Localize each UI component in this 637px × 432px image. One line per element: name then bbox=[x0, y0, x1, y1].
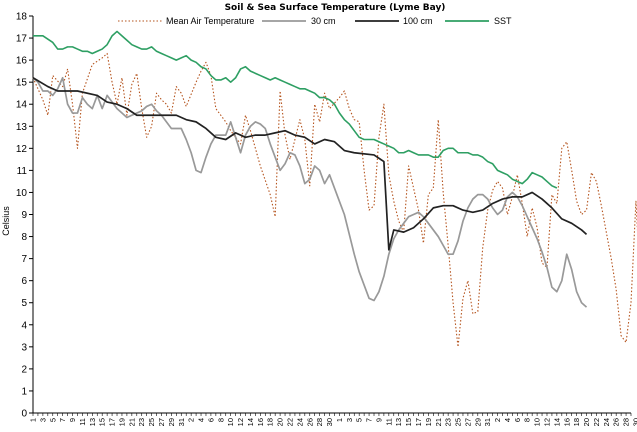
x-tick-label: 30 bbox=[631, 418, 637, 426]
x-tick-label: 14 bbox=[246, 418, 255, 426]
x-tick-label: 29 bbox=[167, 418, 176, 426]
x-tick-label: 12 bbox=[236, 418, 245, 426]
x-tick-label: 24 bbox=[295, 418, 304, 426]
y-tick-label: 9 bbox=[21, 210, 27, 221]
x-axis: 1 3 5 7 9 11 13 15 17 19 21 23 25 27 29 31 2 4 6 8 10 12 14 16 1… bbox=[29, 412, 637, 426]
x-tick-label: 19 bbox=[117, 418, 126, 426]
x-tick-label: 26 bbox=[612, 418, 621, 426]
x-tick-label: 20 bbox=[276, 418, 285, 426]
y-tick-label: 11 bbox=[17, 166, 28, 177]
y-tick-label: 4 bbox=[21, 320, 27, 331]
y-tick-label: 0 bbox=[21, 409, 27, 420]
y-tick-label: 12 bbox=[16, 144, 28, 155]
x-tick-label: 6 bbox=[206, 418, 215, 422]
x-tick-label: 7 bbox=[58, 418, 67, 422]
x-tick-label: 25 bbox=[147, 418, 156, 426]
x-tick-label: 26 bbox=[305, 418, 314, 426]
y-tick-label: 14 bbox=[16, 100, 28, 111]
x-tick-label: 11 bbox=[78, 418, 87, 426]
x-tick-label: 21 bbox=[127, 418, 136, 426]
y-tick-label: 15 bbox=[16, 78, 28, 89]
y-tick-label: 10 bbox=[16, 188, 28, 199]
legend-label: SST bbox=[494, 16, 512, 26]
series-line-0 bbox=[32, 52, 637, 348]
x-tick-label: 2 bbox=[493, 418, 502, 422]
x-tick-label: 23 bbox=[137, 418, 146, 426]
series-group bbox=[32, 30, 637, 348]
x-tick-label: 24 bbox=[602, 418, 611, 426]
x-tick-label: 15 bbox=[404, 418, 413, 426]
series-line-1 bbox=[32, 76, 588, 308]
x-tick-label: 7 bbox=[365, 418, 374, 422]
x-tick-label: 3 bbox=[38, 418, 47, 422]
x-tick-label: 20 bbox=[582, 418, 591, 426]
x-tick-label: 11 bbox=[384, 418, 393, 426]
x-tick-label: 9 bbox=[68, 418, 77, 422]
x-tick-label: 10 bbox=[226, 418, 235, 426]
x-tick-label: 23 bbox=[444, 418, 453, 426]
x-tick-label: 14 bbox=[552, 418, 561, 426]
x-tick-label: 31 bbox=[177, 418, 186, 426]
x-tick-label: 13 bbox=[394, 418, 403, 426]
x-tick-label: 1 bbox=[335, 418, 344, 422]
y-tick-label: 2 bbox=[21, 364, 27, 375]
x-tick-label: 9 bbox=[374, 418, 383, 422]
x-tick-label: 1 bbox=[29, 418, 38, 422]
x-tick-label: 16 bbox=[256, 418, 265, 426]
x-tick-label: 10 bbox=[533, 418, 542, 426]
x-tick-label: 19 bbox=[424, 418, 433, 426]
legend-label: 100 cm bbox=[403, 16, 433, 26]
y-tick-label: 7 bbox=[21, 254, 27, 265]
x-tick-label: 5 bbox=[355, 418, 364, 422]
y-tick-label: 18 bbox=[16, 12, 28, 23]
x-tick-label: 31 bbox=[483, 418, 492, 426]
x-tick-label: 6 bbox=[513, 418, 522, 422]
x-tick-label: 17 bbox=[108, 418, 117, 426]
x-tick-label: 27 bbox=[463, 418, 472, 426]
y-tick-label: 6 bbox=[21, 276, 27, 287]
x-tick-label: 3 bbox=[345, 418, 354, 422]
chart-title: Soil & Sea Surface Temperature (Lyme Bay… bbox=[225, 3, 446, 13]
x-tick-label: 29 bbox=[473, 418, 482, 426]
x-tick-label: 8 bbox=[523, 418, 532, 422]
x-tick-label: 21 bbox=[434, 418, 443, 426]
x-tick-label: 16 bbox=[562, 418, 571, 426]
y-axis-label: Celsius bbox=[1, 206, 11, 236]
x-tick-label: 15 bbox=[98, 418, 107, 426]
series-line-3 bbox=[33, 30, 558, 189]
x-tick-label: 28 bbox=[315, 418, 324, 426]
x-tick-label: 8 bbox=[216, 418, 225, 422]
x-tick-label: 22 bbox=[285, 418, 294, 426]
x-tick-label: 12 bbox=[542, 418, 551, 426]
y-tick-label: 17 bbox=[16, 34, 28, 45]
x-tick-label: 30 bbox=[325, 418, 334, 426]
x-tick-label: 18 bbox=[266, 418, 275, 426]
x-tick-label: 4 bbox=[197, 418, 206, 422]
x-tick-label: 18 bbox=[572, 418, 581, 426]
legend: Mean Air Temperature 30 cm 100 cm SST bbox=[118, 16, 512, 26]
x-tick-label: 28 bbox=[622, 418, 631, 426]
x-tick-label: 5 bbox=[48, 418, 57, 422]
y-tick-label: 16 bbox=[16, 56, 28, 67]
y-tick-label: 8 bbox=[21, 232, 27, 243]
x-tick-label: 27 bbox=[157, 418, 166, 426]
x-tick-label: 13 bbox=[88, 418, 97, 426]
y-tick-label: 3 bbox=[21, 342, 27, 353]
y-tick-label: 13 bbox=[16, 122, 28, 133]
x-tick-label: 25 bbox=[454, 418, 463, 426]
x-tick-label: 17 bbox=[414, 418, 423, 426]
legend-label: Mean Air Temperature bbox=[166, 16, 254, 26]
series-line-2 bbox=[32, 77, 588, 251]
x-tick-label: 4 bbox=[503, 418, 512, 422]
x-tick-label: 2 bbox=[187, 418, 196, 422]
x-tick-label: 22 bbox=[592, 418, 601, 426]
y-tick-label: 1 bbox=[21, 386, 27, 397]
legend-label: 30 cm bbox=[311, 16, 336, 26]
y-tick-label: 5 bbox=[21, 298, 27, 309]
